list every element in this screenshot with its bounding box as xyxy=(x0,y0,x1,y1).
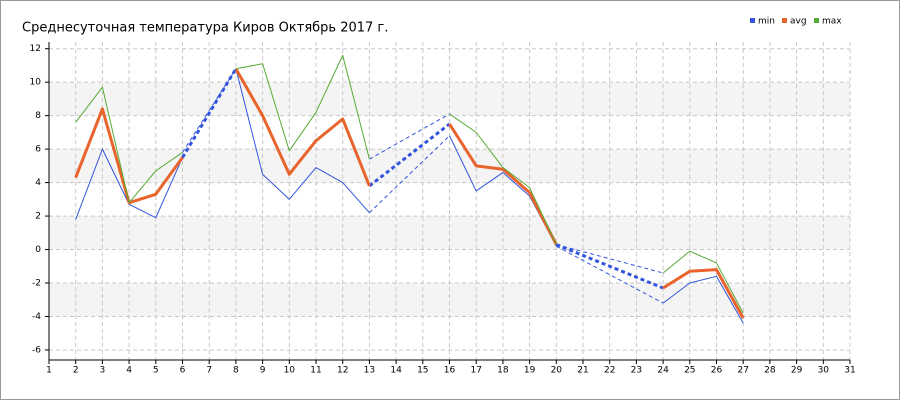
gap-connector xyxy=(556,245,664,304)
x-tick-label: 23 xyxy=(631,366,642,376)
x-tick-label: 21 xyxy=(577,366,588,376)
gap-connector xyxy=(556,244,664,274)
x-tick-label: 5 xyxy=(153,366,159,376)
y-tick-label: -6 xyxy=(32,345,41,355)
legend-swatch xyxy=(814,18,819,23)
x-tick-label: 11 xyxy=(310,366,321,376)
chart-title: Среднесуточная температура Киров Октябрь… xyxy=(22,21,388,36)
x-tick-label: 30 xyxy=(818,366,830,376)
y-tick-label: 4 xyxy=(35,178,41,188)
x-tick-label: 20 xyxy=(551,366,563,376)
gap-connector xyxy=(182,68,237,153)
legend-label: avg xyxy=(790,17,807,27)
x-tick-label: 15 xyxy=(417,366,428,376)
x-tick-label: 12 xyxy=(337,366,348,376)
x-tick-label: 6 xyxy=(180,366,186,376)
x-tick-label: 26 xyxy=(711,366,723,376)
gap-connector xyxy=(369,113,450,160)
x-tick-label: 3 xyxy=(100,366,106,376)
x-tick-label: 29 xyxy=(791,366,803,376)
y-tick-label: -2 xyxy=(32,279,41,289)
x-tick-label: 18 xyxy=(497,366,509,376)
x-tick-label: 24 xyxy=(657,366,669,376)
y-tick-label: 0 xyxy=(35,245,41,255)
x-tick-label: 8 xyxy=(233,366,239,376)
x-tick-label: 4 xyxy=(126,366,132,376)
y-tick-label: -4 xyxy=(32,312,41,322)
series-line xyxy=(75,54,744,314)
x-tick-label: 31 xyxy=(844,366,855,376)
x-tick-label: 17 xyxy=(470,366,481,376)
grid xyxy=(49,42,851,360)
y-tick-label: 6 xyxy=(35,145,41,155)
x-tick-label: 16 xyxy=(444,366,456,376)
x-tick-label: 1 xyxy=(46,366,52,376)
gap-connector xyxy=(181,68,238,159)
x-tick-label: 10 xyxy=(284,366,296,376)
y-tick-label: 2 xyxy=(35,212,41,222)
x-tick-label: 19 xyxy=(524,366,536,376)
x-tick-label: 25 xyxy=(684,366,695,376)
x-tick-label: 2 xyxy=(73,366,79,376)
gap-connector xyxy=(555,243,664,290)
legend-label: min xyxy=(758,17,775,27)
series-line xyxy=(75,68,744,324)
y-tick-label: 10 xyxy=(30,78,42,88)
legend-swatch xyxy=(782,18,787,23)
x-tick-label: 28 xyxy=(764,366,776,376)
gap-connector xyxy=(368,122,451,188)
legend-label: max xyxy=(822,17,842,27)
x-tick-label: 22 xyxy=(604,366,615,376)
x-tick-label: 9 xyxy=(260,366,266,376)
gap-connector xyxy=(369,135,450,214)
x-tick-label: 13 xyxy=(364,366,375,376)
x-tick-label: 7 xyxy=(206,366,212,376)
x-tick-label: 14 xyxy=(390,366,402,376)
legend-swatch xyxy=(750,18,755,23)
y-tick-label: 8 xyxy=(35,111,41,121)
y-tick-label: 12 xyxy=(30,44,41,54)
x-tick-label: 27 xyxy=(737,366,748,376)
